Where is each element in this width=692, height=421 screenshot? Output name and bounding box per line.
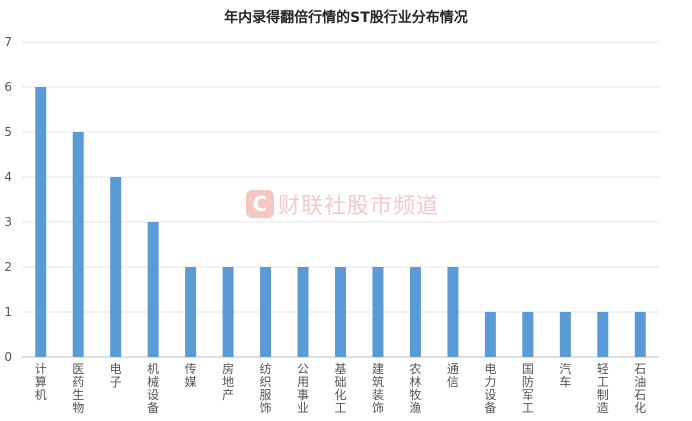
bar <box>222 267 234 357</box>
bar <box>409 267 421 357</box>
bar <box>185 267 197 357</box>
bar <box>634 312 646 357</box>
x-tick-label: 传媒 <box>185 361 197 389</box>
x-tick-label: 房地产 <box>222 361 234 402</box>
x-tick-label: 机械设备 <box>147 362 159 415</box>
bar <box>35 87 47 357</box>
bar <box>597 312 609 357</box>
x-tick-label: 汽车 <box>559 361 571 389</box>
bar <box>522 312 534 357</box>
bar <box>260 267 272 357</box>
x-axis-labels: 计算机 医药生物 电子 机械设备 传媒 房地产 纺织服饰 公用事业 基础化工 建筑装饰 农林牧渔 通信… <box>35 361 647 415</box>
bars <box>35 87 646 357</box>
bar <box>110 177 122 357</box>
x-tick-label: 电子 <box>110 362 122 389</box>
y-tick-label: 6 <box>4 80 12 94</box>
bar <box>72 132 84 357</box>
y-axis-ticks: 0 1 2 3 4 5 6 7 <box>4 35 12 364</box>
y-tick-label: 0 <box>4 350 12 364</box>
x-tick-label: 国防军工 <box>522 362 534 415</box>
x-tick-label: 电力设备 <box>484 362 496 415</box>
x-tick-label: 建筑装饰 <box>372 362 384 415</box>
y-tick-label: 2 <box>4 260 12 274</box>
bar <box>297 267 309 357</box>
x-tick-label: 农林牧渔 <box>409 362 421 415</box>
bar <box>447 267 459 357</box>
x-tick-label: 基础化工 <box>334 362 346 415</box>
x-tick-label: 医药生物 <box>72 362 84 415</box>
y-tick-label: 4 <box>4 170 12 184</box>
bar <box>372 267 384 357</box>
bar <box>484 312 496 357</box>
x-tick-label: 轻工制造 <box>597 362 609 415</box>
x-tick-label: 计算机 <box>35 362 47 402</box>
x-tick-label: 石油石化 <box>634 362 646 415</box>
bar <box>147 222 159 357</box>
x-tick-label: 公用事业 <box>297 362 309 415</box>
y-tick-label: 3 <box>4 215 12 229</box>
y-tick-label: 5 <box>4 125 12 139</box>
bar <box>559 312 571 357</box>
y-tick-label: 1 <box>4 305 12 319</box>
chart-title: 年内录得翻倍行情的ST股行业分布情况 <box>224 10 468 26</box>
x-tick-label: 纺织服饰 <box>260 362 272 415</box>
x-tick-label: 通信 <box>447 362 459 389</box>
y-tick-label: 7 <box>4 35 12 49</box>
bar <box>335 267 346 357</box>
